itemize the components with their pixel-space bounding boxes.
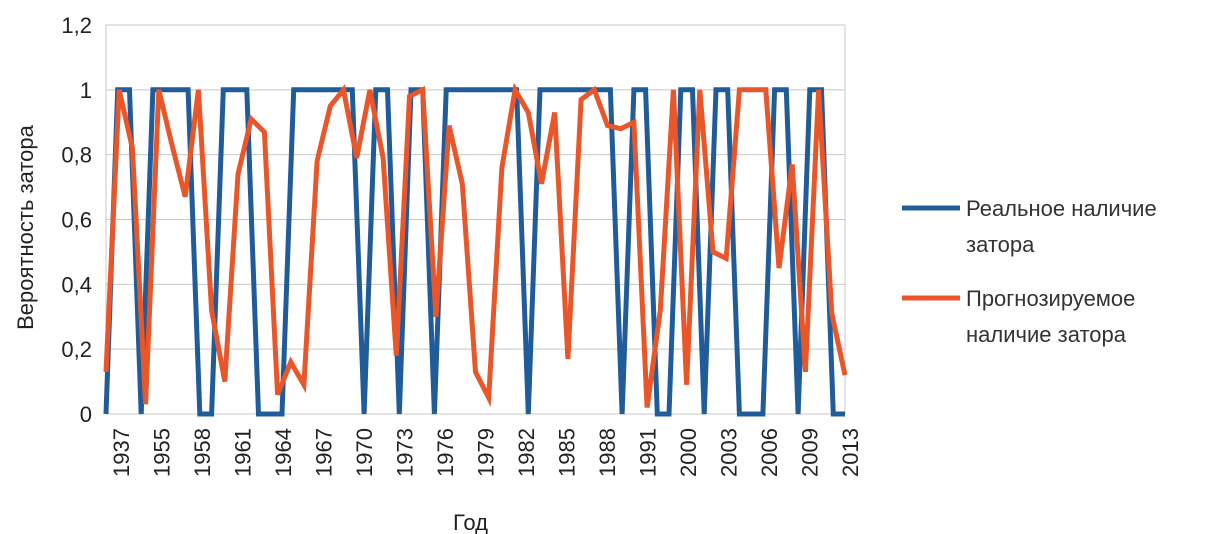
y-tick-label: 0,6 [61,208,92,233]
x-tick-label: 1964 [271,428,296,477]
x-tick-label: 1988 [595,428,620,477]
y-axis-title: Вероятность затора [13,124,38,330]
x-axis-ticks: 1937 1955 1958 1961 1964 1967 1970 1973 1976 1979… [109,428,863,477]
x-tick-label: 2000 [676,428,701,477]
y-tick-label: 0,2 [61,337,92,362]
x-tick-label: 1961 [231,428,256,477]
series-line-forecast [103,82,848,408]
x-tick-label: 1991 [636,428,661,477]
y-tick-label: 1 [80,78,92,103]
x-tick-label: 1982 [514,428,539,477]
x-axis-title: Год [453,510,488,534]
x-tick-label: 2013 [838,428,863,477]
x-tick-label: 1937 [109,428,134,477]
x-tick-label: 1985 [555,428,580,477]
y-axis-ticks: 0 0,2 0,4 0,6 0,8 1 1,2 [61,13,92,427]
series-line-real [103,87,845,417]
y-tick-label: 1,2 [61,13,92,38]
x-tick-label: 1973 [393,428,418,477]
x-tick-label: 2006 [757,428,782,477]
x-tick-label: 2003 [717,428,742,477]
legend-label-real-line2: затора [966,232,1035,257]
legend: Реальное наличие затора Прогнозируемое н… [902,196,1157,347]
x-tick-label: 1958 [190,428,215,477]
legend-label-real-line1: Реальное наличие [966,196,1157,221]
legend-label-forecast-line2: наличие затора [966,322,1127,347]
x-tick-label: 1970 [352,428,377,477]
x-tick-label: 2009 [798,428,823,477]
x-tick-label: 1976 [433,428,458,477]
y-tick-label: 0,8 [61,143,92,168]
series-group [103,82,848,417]
y-tick-label: 0 [80,402,92,427]
y-tick-label: 0,4 [61,272,92,297]
legend-label-forecast-line1: Прогнозируемое [966,286,1135,311]
x-tick-label: 1979 [474,428,499,477]
x-tick-label: 1967 [312,428,337,477]
x-tick-label: 1955 [150,428,175,477]
